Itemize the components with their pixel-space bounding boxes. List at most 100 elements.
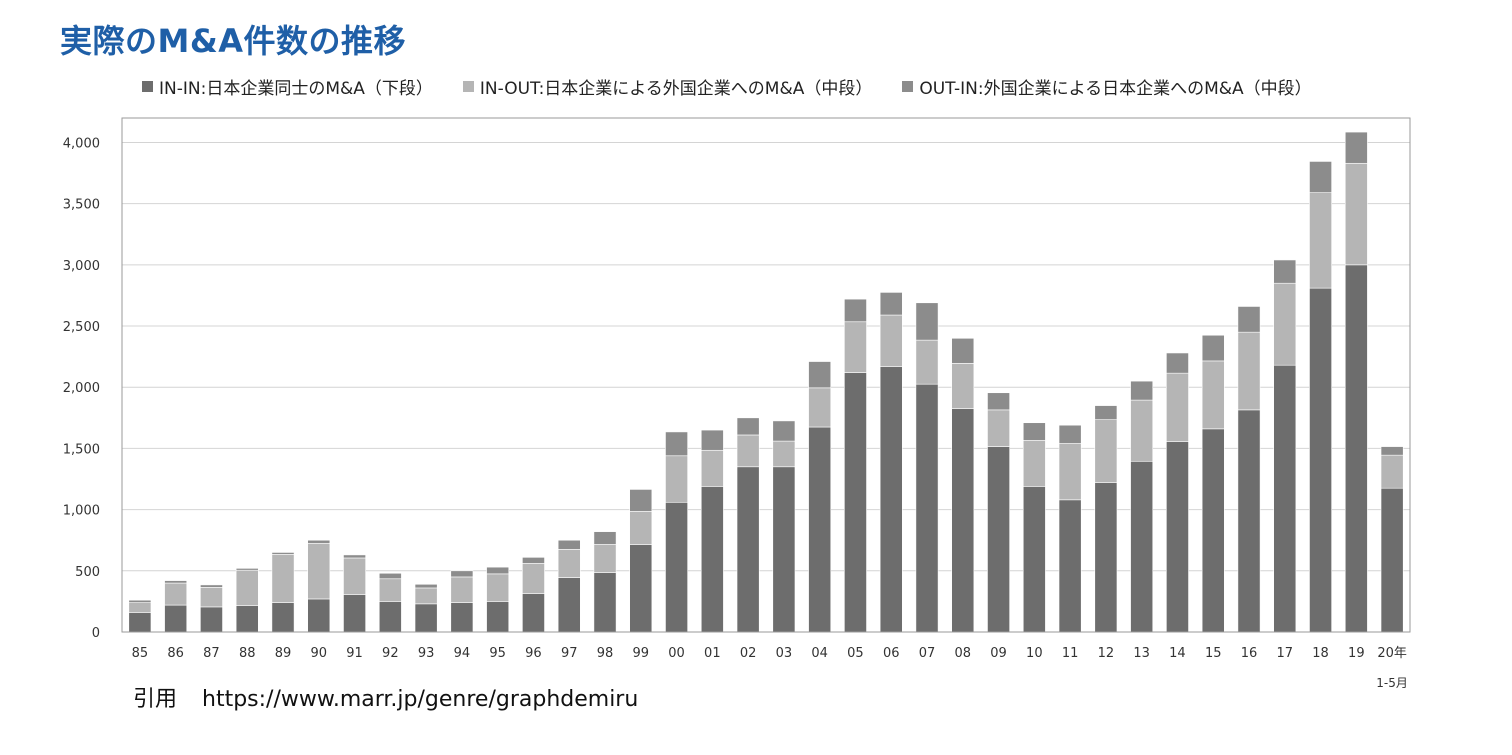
bar-segment-in-out (1058, 443, 1082, 501)
y-axis-ticks: 0 500 1,000 1,500 2,000 2,500 3,000 3,500 4,000 (63, 136, 100, 641)
bar-segment-in-in (450, 602, 474, 633)
x-tick-label: 14 (1169, 646, 1186, 661)
bar-segment-in-in (414, 603, 438, 633)
bar-segment-in-out (665, 455, 688, 503)
x-tick-label: 91 (346, 646, 363, 661)
bar-segment-in-out (378, 578, 402, 602)
x-tick-label: 09 (990, 646, 1007, 661)
bar-segment-in-in (557, 577, 581, 633)
bar-segment-in-out (1130, 399, 1154, 462)
plot-area-frame (121, 117, 1411, 633)
bar-segment-out-in (1058, 424, 1082, 444)
bar-segment-out-in (557, 539, 581, 550)
y-tick-label: 2,000 (63, 381, 100, 396)
legend-swatch-in-in (142, 81, 153, 92)
bar-segment-in-in (271, 602, 295, 633)
bar-segment-out-in (307, 539, 331, 544)
bar-segment-in-in (235, 605, 259, 633)
bar-segment-in-in (736, 466, 760, 633)
x-tick-label: 99 (633, 646, 650, 661)
bar-segment-in-in (593, 572, 617, 633)
bar-segment-in-out (879, 314, 903, 367)
x-tick-label: 02 (740, 646, 757, 661)
x-tick-label: 17 (1277, 646, 1294, 661)
x-tick-label: 86 (167, 646, 184, 661)
bar-segment-out-in (951, 337, 975, 364)
bar-segment-in-in (1201, 428, 1225, 633)
x-tick-label: 97 (561, 646, 578, 661)
bar-segment-out-in (1380, 446, 1404, 456)
source-url[interactable]: https://www.marr.jp/genre/graphdemiru (202, 687, 639, 712)
bar-segment-in-out (414, 587, 438, 605)
chart-title: 実際のM&A件数の推移 (60, 22, 407, 60)
x-tick-label: 90 (311, 646, 328, 661)
bar-segment-in-out (343, 557, 366, 595)
bar-segment-in-in (629, 544, 653, 633)
legend-label-in-out: IN-OUT:日本企業による外国企業へのM&A（中段） (479, 79, 873, 99)
x-tick-label: 20年 (1377, 646, 1407, 661)
bar-segment-in-out (1273, 282, 1297, 366)
bar-segment-in-in (1380, 487, 1404, 633)
bar-segment-out-in (665, 431, 688, 457)
x-tick-label: 89 (275, 646, 292, 661)
x-tick-label: 93 (418, 646, 435, 661)
x-tick-label: 88 (239, 646, 256, 661)
bar-segment-out-in (1344, 131, 1368, 164)
x-tick-label: 13 (1133, 646, 1150, 661)
bar-segment-out-in (987, 392, 1010, 411)
bar-segment-in-in (987, 446, 1010, 633)
bar-segment-in-out (629, 511, 653, 545)
bar-segment-out-in (200, 584, 223, 588)
bar-segment-in-out (1380, 454, 1404, 489)
bar-segment-in-in (200, 606, 223, 633)
bar-segment-in-in (772, 466, 796, 633)
x-tick-label: 15 (1205, 646, 1222, 661)
bar-segment-in-in (1130, 460, 1154, 633)
x-tick-label: 06 (883, 646, 900, 661)
bar-segment-in-out (486, 573, 510, 602)
bar-segment-in-out (1237, 331, 1261, 411)
y-tick-label: 500 (75, 565, 100, 580)
bar-segment-out-in (629, 489, 653, 512)
bar-segment-in-in (343, 594, 366, 633)
bar-segment-out-in (378, 572, 402, 580)
bar-segment-out-in (808, 361, 832, 389)
y-tick-label: 1,500 (63, 442, 100, 457)
bar-segment-in-out (593, 544, 617, 573)
bar-segment-out-in (1201, 334, 1225, 362)
bar-segment-in-out (1022, 440, 1046, 487)
bar-segment-out-in (1094, 405, 1118, 420)
bar-segment-in-out (1166, 372, 1189, 442)
bar-segment-in-out (1201, 360, 1225, 430)
y-tick-label: 0 (92, 626, 100, 641)
source-label: 引用 (133, 687, 178, 712)
x-tick-label: 96 (525, 646, 542, 661)
x-axis-ticks: 85 86 87 88 89 90 91 92 93 94 95 96 97 98 99 00 01 02 03 04… (132, 646, 1408, 690)
x-tick-label: 92 (382, 646, 399, 661)
bar-segment-out-in (700, 429, 724, 451)
bar-segment-out-in (1273, 259, 1297, 284)
bar-segment-out-in (915, 302, 939, 341)
bar-segment-in-in (164, 604, 188, 633)
bar-segment-in-in (1344, 264, 1368, 633)
bars (128, 131, 1404, 633)
bar-segment-in-in (1309, 287, 1332, 633)
x-tick-label: 08 (955, 646, 972, 661)
legend-label-out-in: OUT-IN:外国企業による日本企業へのM&A（中段） (919, 79, 1312, 99)
bar-segment-in-out (271, 553, 295, 603)
bar-segment-out-in (164, 580, 188, 584)
bar-segment-in-out (736, 434, 760, 468)
x-tick-label: 98 (597, 646, 614, 661)
bar-segment-in-in (1022, 486, 1046, 633)
bar-segment-out-in (128, 599, 152, 603)
legend-item-in-out: IN-OUT:日本企業による外国企業へのM&A（中段） (462, 74, 873, 99)
x-tick-label: 85 (132, 646, 149, 661)
bar-segment-in-out (1344, 162, 1368, 266)
bar-segment-in-in (1094, 482, 1118, 633)
x-tick-label: 87 (203, 646, 220, 661)
bar-segment-in-out (164, 582, 188, 606)
bar-segment-out-in (736, 417, 760, 436)
x-tick-label: 95 (489, 646, 506, 661)
bar-segment-out-in (772, 420, 796, 442)
bar-segment-in-in (522, 593, 545, 633)
